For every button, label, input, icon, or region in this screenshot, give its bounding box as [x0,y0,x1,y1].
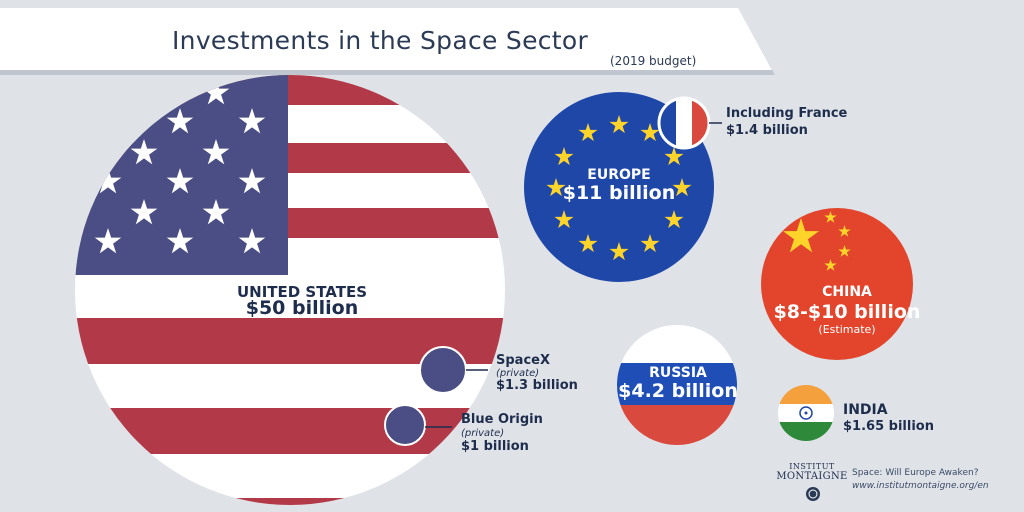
china-note-label: (Estimate) [818,323,876,336]
usa-name-label: UNITED STATES [236,283,368,301]
india-value-label: $1.65 billion [843,419,934,434]
usa-value-label: $50 billion [245,297,359,319]
logo-bottom-text: MONTAIGNE [776,471,848,482]
china-value-label: $8-$10 billion [773,301,921,323]
spacex-name-label: SpaceX [496,353,550,368]
spacex-note-label: (private) [496,368,540,379]
blue-origin-circle [384,404,452,446]
russia-name-label: RUSSIA [649,365,707,381]
report-title-text: Space: Will Europe Awaken? [852,468,979,478]
france-label: Including France [726,106,848,121]
spacex-circle [419,346,488,394]
ashoka-chakra-icon [799,406,813,420]
india-name-label: INDIA [843,402,888,418]
report-url-link[interactable]: www.institutmontaigne.org/en [852,481,989,491]
india-flag-circle [778,385,834,441]
europe-name-label: EUROPE [587,167,651,183]
page-title: Investments in the Space Sector [172,26,589,55]
france-value-label: $1.4 billion [726,123,808,138]
institut-montaigne-seal-icon [806,487,820,501]
blue-origin-note-label: (private) [461,428,505,439]
france-flag-circle [657,96,722,150]
europe-value-label: $11 billion [562,182,676,204]
blue-origin-name-label: Blue Origin [461,412,543,427]
china-flag-circle [761,208,913,360]
russia-value-label: $4.2 billion [618,380,738,402]
blue-origin-value-label: $1 billion [461,439,529,454]
logo-top-text: INSTITUT [789,462,835,471]
page-subtitle: (2019 budget) [610,54,697,68]
china-name-label: CHINA [822,284,872,300]
title-banner [0,8,775,75]
spacex-value-label: $1.3 billion [496,378,578,393]
